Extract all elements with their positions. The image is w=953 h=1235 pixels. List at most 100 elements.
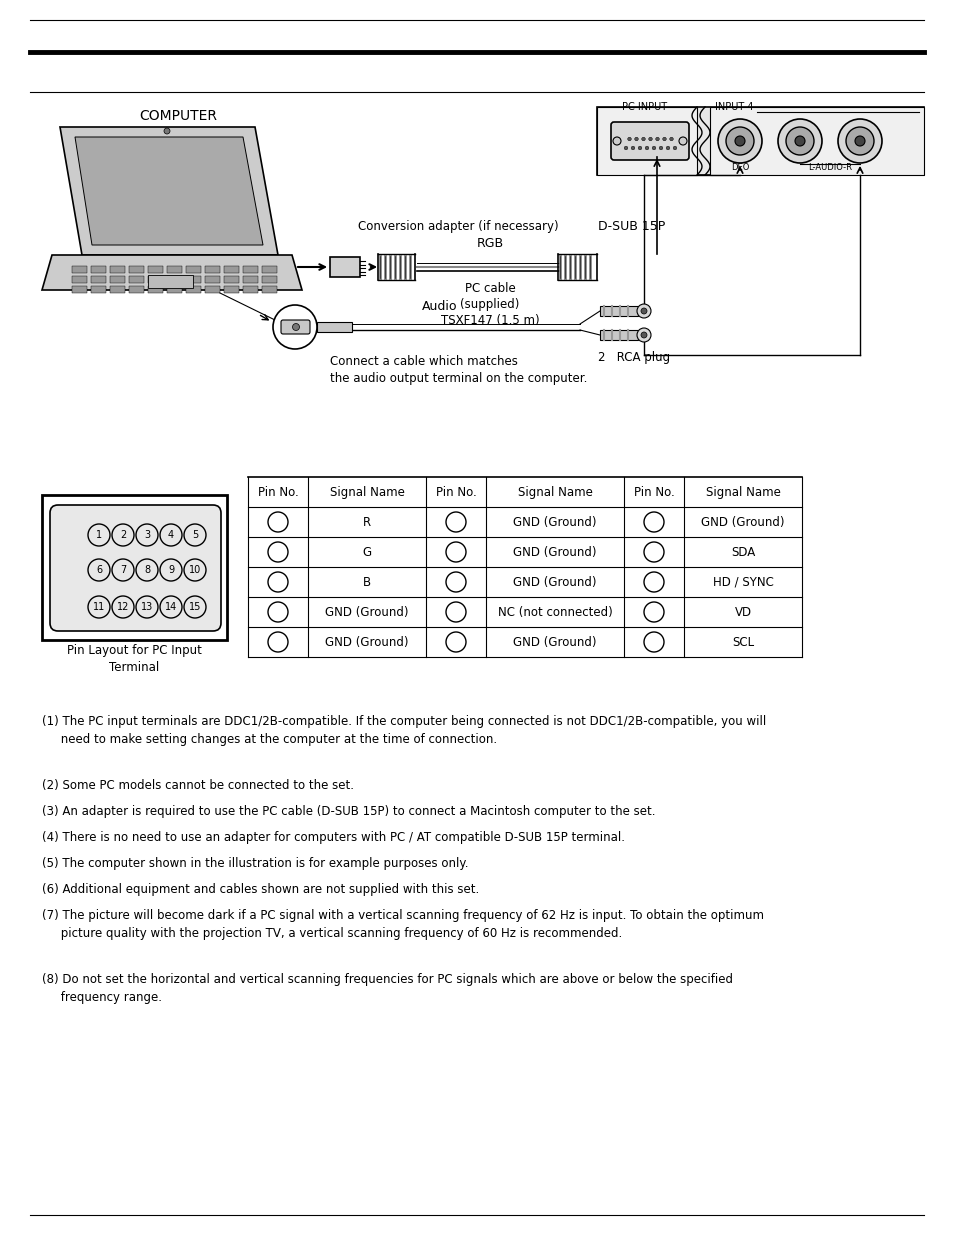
Bar [316,322,352,332]
Polygon shape [60,127,277,254]
Text: GND (Ground): GND (Ground) [513,576,597,589]
Circle shape [637,304,650,317]
Text: 9: 9 [168,564,173,576]
Circle shape [164,128,170,135]
Bar [91,287,106,293]
Circle shape [641,137,644,141]
Text: Pin No.: Pin No. [633,485,674,499]
Text: (8) Do not set the horizontal and vertical scanning frequencies for PC signals w: (8) Do not set the horizontal and vertic… [42,973,732,1004]
Text: Connect a cable which matches
the audio output terminal on the computer.: Connect a cable which matches the audio … [330,354,587,385]
Bar [71,275,87,283]
Bar [167,275,182,283]
Circle shape [845,127,873,156]
Bar [148,287,163,293]
Text: Signal Name: Signal Name [517,485,592,499]
Text: DEO: DEO [730,163,748,172]
Bar [129,287,144,293]
Circle shape [652,146,655,149]
Text: 10: 10 [189,564,201,576]
Text: 7: 7 [120,564,126,576]
Circle shape [631,146,634,149]
Text: 15: 15 [189,601,201,613]
Bar [205,266,220,273]
Text: GND (Ground): GND (Ground) [325,636,408,648]
Text: Signal Name: Signal Name [705,485,780,499]
Bar [205,287,220,293]
Bar [262,287,276,293]
Text: (2) Some PC models cannot be connected to the set.: (2) Some PC models cannot be connected t… [42,779,354,792]
Text: NC (not connected): NC (not connected) [497,605,612,619]
Bar [243,287,257,293]
Text: PC INPUT: PC INPUT [621,103,667,112]
Circle shape [273,305,316,350]
Text: 3: 3 [144,530,150,540]
Bar [224,287,239,293]
Text: 14: 14 [165,601,177,613]
Text: RGB: RGB [476,237,503,249]
Text: 4: 4 [168,530,173,540]
Text: 6: 6 [96,564,102,576]
Text: GND (Ground): GND (Ground) [513,636,597,648]
Circle shape [673,146,676,149]
Bar [148,275,163,283]
Circle shape [648,137,652,141]
Bar [129,266,144,273]
Text: Pin Layout for PC Input
Terminal: Pin Layout for PC Input Terminal [67,643,201,674]
Bar [597,107,923,175]
Bar [262,266,276,273]
Circle shape [640,332,646,338]
Text: (4) There is no need to use an adapter for computers with PC / AT compatible D-S: (4) There is no need to use an adapter f… [42,831,624,844]
Circle shape [623,146,627,149]
Text: Pin No.: Pin No. [436,485,476,499]
Bar [167,287,182,293]
Text: HD / SYNC: HD / SYNC [712,576,773,589]
Bar [224,266,239,273]
Text: Pin No.: Pin No. [257,485,298,499]
Text: Audio: Audio [422,300,457,312]
Text: 13: 13 [141,601,153,613]
Text: Signal Name: Signal Name [329,485,404,499]
Bar [148,266,163,273]
Text: GND (Ground): GND (Ground) [513,546,597,558]
Bar [243,275,257,283]
Text: SDA: SDA [730,546,755,558]
FancyBboxPatch shape [50,505,221,631]
Bar [110,287,125,293]
Circle shape [627,137,631,141]
Circle shape [659,146,662,149]
Circle shape [637,329,650,342]
Text: COMPUTER: COMPUTER [139,109,216,124]
Bar [599,330,638,340]
Text: GND (Ground): GND (Ground) [325,605,408,619]
FancyBboxPatch shape [281,320,310,333]
Circle shape [638,146,641,149]
Text: B: B [362,576,371,589]
Bar [42,495,227,640]
Circle shape [778,119,821,163]
Circle shape [725,127,753,156]
Bar [599,306,638,316]
Text: 8: 8 [144,564,150,576]
Circle shape [613,137,620,144]
Text: GND (Ground): GND (Ground) [700,515,784,529]
Circle shape [794,136,804,146]
Circle shape [669,137,673,141]
Text: D-SUB 15P: D-SUB 15P [598,220,664,233]
Circle shape [640,308,646,314]
Circle shape [837,119,882,163]
Circle shape [293,324,299,331]
Bar [186,275,201,283]
Text: L-AUDIO-R: L-AUDIO-R [807,163,851,172]
Text: G: G [362,546,371,558]
Text: (1) The PC input terminals are DDC1/2B-compatible. If the computer being connect: (1) The PC input terminals are DDC1/2B-c… [42,715,765,746]
Circle shape [665,146,669,149]
Bar [186,266,201,273]
Circle shape [785,127,813,156]
Circle shape [634,137,638,141]
Text: VD: VD [734,605,751,619]
Circle shape [679,137,686,144]
Bar [330,257,359,277]
Bar [110,275,125,283]
Bar [148,275,193,288]
Bar [91,266,106,273]
